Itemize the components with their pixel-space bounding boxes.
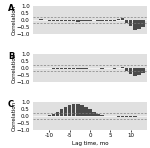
Bar [100, 68, 104, 69]
Bar [121, 116, 124, 117]
Bar [96, 20, 100, 21]
Bar [84, 68, 88, 69]
Bar [141, 20, 145, 27]
Bar [60, 20, 63, 21]
Bar [76, 68, 80, 70]
Bar [113, 20, 116, 21]
Text: A: A [8, 4, 14, 13]
Bar [137, 68, 141, 75]
Bar [72, 104, 75, 116]
Bar [68, 68, 71, 69]
Bar [52, 20, 55, 21]
Bar [125, 20, 128, 23]
Bar [117, 19, 120, 20]
Bar [125, 68, 128, 71]
Bar [84, 20, 88, 21]
Bar [52, 68, 55, 69]
Bar [64, 68, 67, 69]
Bar [64, 107, 67, 116]
Y-axis label: Correlation: Correlation [12, 5, 17, 35]
Bar [84, 107, 88, 116]
Bar [117, 116, 120, 117]
Bar [64, 20, 67, 21]
Bar [72, 20, 75, 21]
Bar [68, 104, 71, 116]
Bar [88, 20, 92, 21]
Bar [121, 17, 124, 20]
Bar [109, 20, 112, 21]
Bar [125, 116, 128, 117]
Bar [113, 68, 116, 69]
Bar [56, 20, 59, 21]
Bar [48, 115, 51, 116]
Bar [92, 112, 96, 116]
Bar [129, 116, 132, 117]
Bar [52, 114, 55, 116]
Bar [117, 67, 120, 68]
Bar [72, 68, 75, 69]
Bar [133, 116, 136, 117]
Y-axis label: Correlation: Correlation [12, 53, 17, 83]
Bar [60, 109, 63, 116]
Bar [133, 68, 136, 76]
Bar [76, 104, 80, 116]
Bar [133, 20, 136, 30]
Bar [129, 68, 132, 74]
Bar [141, 68, 145, 73]
Bar [80, 105, 84, 116]
Bar [88, 109, 92, 116]
Text: C: C [8, 100, 14, 109]
Bar [56, 68, 59, 69]
Text: B: B [8, 52, 14, 61]
Bar [80, 68, 84, 69]
Bar [76, 20, 80, 22]
Bar [96, 114, 100, 116]
Bar [137, 20, 141, 29]
Bar [121, 67, 124, 68]
Bar [105, 20, 108, 21]
Bar [68, 20, 71, 21]
Bar [129, 20, 132, 26]
Bar [100, 20, 104, 21]
Bar [100, 115, 104, 116]
Bar [48, 20, 51, 21]
Bar [80, 20, 84, 21]
Bar [60, 68, 63, 69]
X-axis label: Lag time, mo: Lag time, mo [72, 140, 108, 145]
Y-axis label: Correlation: Correlation [12, 101, 17, 131]
Bar [56, 112, 59, 116]
